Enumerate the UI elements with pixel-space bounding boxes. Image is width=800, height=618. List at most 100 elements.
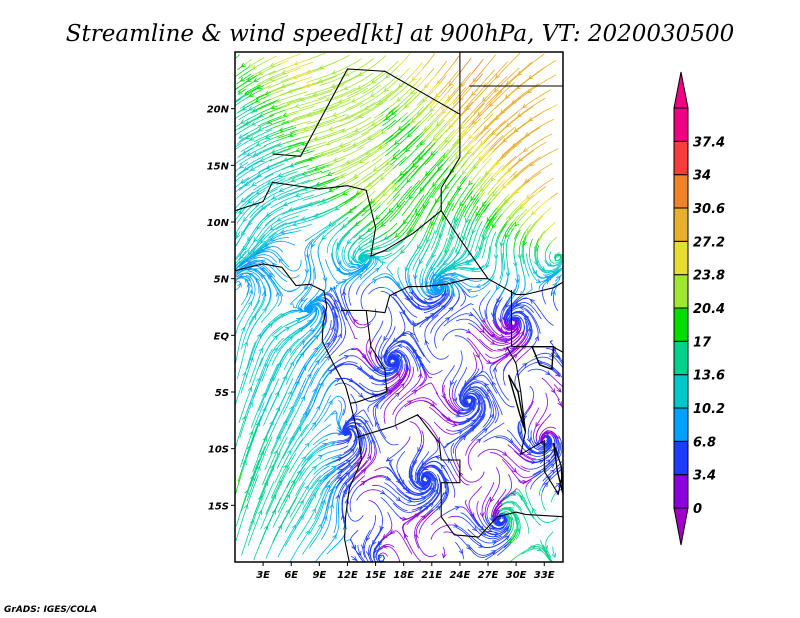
- streamline-arrow: [253, 237, 259, 243]
- streamline-segment: [238, 506, 243, 517]
- streamline-segment: [328, 223, 337, 230]
- streamline-arrow: [313, 334, 319, 340]
- streamline-segment: [251, 108, 260, 114]
- streamline-segment: [255, 88, 264, 94]
- streamline-arrow: [256, 172, 262, 177]
- streamline-arrow: [250, 474, 255, 481]
- streamline-segment: [250, 194, 259, 201]
- streamline-arrow: [297, 469, 302, 476]
- streamline-segment: [292, 411, 298, 421]
- streamline-segment: [339, 451, 348, 457]
- streamline-segment: [296, 172, 306, 176]
- streamline-segment: [262, 227, 269, 235]
- streamline-arrow: [301, 456, 307, 462]
- streamline-segment: [250, 284, 253, 295]
- streamline-segment: [269, 122, 279, 126]
- streamline-segment: [251, 433, 256, 443]
- streamline-segment: [248, 142, 257, 148]
- streamline-segment: [267, 84, 276, 89]
- streamline-arrow: [311, 507, 316, 514]
- streamline-segment: [273, 117, 283, 122]
- streamline-segment: [267, 217, 276, 225]
- streamline-segment: [235, 203, 240, 210]
- streamline-segment: [265, 549, 271, 559]
- streamline-segment: [307, 352, 314, 362]
- streamline-segment: [273, 315, 281, 322]
- streamline-arrow: [269, 225, 275, 231]
- streamline-segment: [301, 508, 308, 518]
- streamline-segment: [284, 334, 292, 341]
- streamline-segment: [286, 228, 296, 232]
- streamline-segment: [319, 260, 323, 271]
- streamline-arrow: [243, 504, 249, 510]
- streamline-segment: [322, 108, 331, 112]
- streamline-segment: [270, 251, 278, 258]
- streamline-segment: [283, 361, 289, 371]
- streamline-segment: [238, 268, 248, 273]
- streamline-segment: [333, 302, 339, 313]
- streamline-segment: [270, 95, 279, 100]
- streamline-segment: [302, 146, 311, 150]
- streamline-arrow: [300, 395, 306, 401]
- streamline-segment: [242, 121, 251, 127]
- streamline-segment: [314, 155, 323, 159]
- streamline-segment: [306, 311, 314, 319]
- streamline-segment: [350, 269, 359, 274]
- streamline-segment: [265, 383, 271, 394]
- streamline-segment: [285, 196, 295, 201]
- streamline-segment: [330, 331, 336, 342]
- streamline-segment: [261, 264, 270, 271]
- streamline-segment: [288, 67, 297, 72]
- streamline-segment: [336, 322, 339, 333]
- streamline-segment: [298, 303, 302, 311]
- streamline-segment: [283, 217, 292, 222]
- streamline-segment: [246, 491, 251, 502]
- streamline-segment: [300, 428, 307, 437]
- streamline-segment: [239, 379, 244, 390]
- streamline-segment: [235, 171, 244, 178]
- streamline-segment: [349, 470, 357, 478]
- streamline-segment: [331, 412, 338, 417]
- streamline-segment: [273, 116, 282, 120]
- streamline-arrow: [354, 462, 360, 468]
- streamline-segment: [260, 215, 268, 223]
- streamline-segment: [301, 347, 308, 356]
- streamline-segment: [260, 59, 269, 65]
- streamline-arrow: [371, 392, 377, 397]
- streamline-segment: [326, 343, 333, 352]
- streamline-segment: [329, 511, 332, 522]
- streamline-segment: [253, 308, 260, 317]
- streamline-segment: [261, 185, 270, 191]
- streamline-segment: [235, 530, 240, 541]
- streamline-segment: [275, 348, 282, 357]
- streamline-segment: [240, 146, 249, 153]
- streamline-segment: [325, 383, 332, 393]
- streamline-segment: [287, 454, 294, 463]
- streamline-segment: [318, 185, 327, 190]
- streamline-segment: [277, 146, 287, 151]
- streamline-segment: [365, 258, 372, 268]
- streamline-segment: [248, 269, 257, 273]
- streamline-segment: [253, 467, 258, 478]
- streamline-segment: [308, 376, 314, 386]
- streamline-segment: [244, 147, 253, 153]
- streamline-segment: [265, 343, 272, 353]
- streamline-arrow: [332, 534, 337, 540]
- streamline-segment: [305, 287, 312, 297]
- streamline-segment: [337, 257, 343, 267]
- streamline-segment: [329, 468, 338, 475]
- streamline-segment: [323, 297, 331, 304]
- streamline-segment: [301, 416, 308, 426]
- streamline-segment: [338, 378, 348, 380]
- streamline-segment: [289, 347, 297, 356]
- streamline-segment: [252, 251, 261, 257]
- streamline-segment: [322, 179, 331, 184]
- streamline-arrow: [278, 258, 284, 264]
- streamline-segment: [297, 418, 304, 428]
- streamline-segment: [350, 439, 356, 449]
- streamline-segment: [277, 362, 283, 372]
- streamline-segment: [330, 193, 339, 198]
- streamline-arrow: [281, 69, 287, 74]
- streamline-segment: [320, 324, 326, 334]
